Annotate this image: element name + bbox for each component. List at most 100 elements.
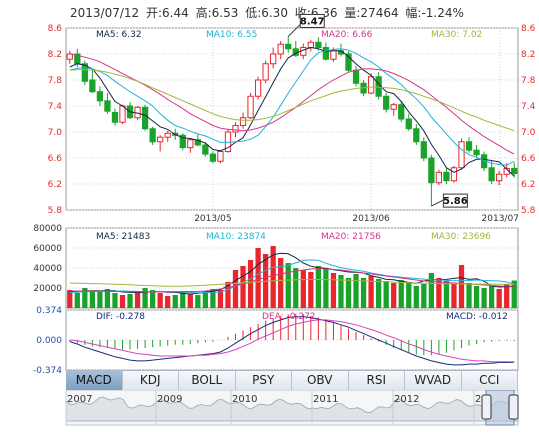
volume-bar [345, 278, 352, 308]
price-y-tick-right: 8.2 [521, 50, 535, 60]
price-y-tick-right: 7.8 [521, 76, 536, 86]
timeline-left-handle[interactable] [481, 394, 492, 420]
volume-bar [285, 263, 291, 308]
volume-y-tick: 60000 [33, 244, 62, 254]
candle-body [285, 43, 292, 50]
timeline-year-label: 2007 [67, 394, 92, 405]
candle-body [352, 69, 360, 84]
indicator-tabs: MACD KDJ BOLL PSY OBV RSI WVAD CCI [66, 370, 518, 390]
candle-body [270, 53, 277, 65]
volume-bar [104, 289, 111, 308]
volume-bar [210, 289, 216, 308]
tab-cci[interactable]: CCI [461, 371, 518, 390]
price-legend-ma30: MA30: 7.02 [431, 30, 482, 40]
price-y-tick-left: 7.8 [48, 76, 63, 86]
candle-body [450, 167, 458, 182]
volume-bar [488, 286, 495, 308]
volume-bar [270, 246, 276, 308]
candle-body [164, 132, 171, 138]
volume-bar [428, 273, 435, 308]
quote-low: 低:6.30 [245, 6, 288, 20]
price-x-tick: 2013/07 [482, 214, 519, 224]
tab-rsi[interactable]: RSI [348, 371, 405, 390]
low-callout-label: 5.86 [443, 196, 468, 207]
volume-bar [338, 275, 344, 308]
volume-ma30-line [69, 279, 515, 287]
macd-legend-macd: MACD: -0.012 [446, 312, 508, 322]
candle-body [66, 53, 73, 60]
volume-legend-ma20: MA20: 21756 [321, 232, 381, 242]
volume-bar [443, 281, 450, 308]
macd-legend-dif: DIF: -0.278 [96, 312, 145, 322]
timeline-year-label: 20 [475, 394, 488, 405]
quote-change: 幅:-1.24% [405, 6, 464, 20]
tab-kdj[interactable]: KDJ [122, 371, 179, 390]
candle-body [119, 105, 126, 123]
price-y-tick-right: 8.6 [521, 24, 536, 34]
price-legend-ma20: MA20: 6.66 [321, 30, 373, 40]
macd-y-tick: -0.374 [33, 366, 62, 376]
volume-bar [149, 290, 156, 308]
candle-body [262, 63, 269, 81]
candle-body [141, 106, 149, 130]
volume-bar [368, 276, 374, 308]
volume-bar [360, 278, 367, 308]
candle-body [428, 157, 435, 184]
candle-body [383, 95, 390, 110]
candle-body [104, 100, 111, 112]
volume-bar [157, 293, 163, 308]
price-x-tick: 2013/05 [194, 214, 231, 224]
volume-bar [466, 283, 472, 308]
tab-boll[interactable]: BOLL [179, 371, 236, 390]
volume-bar [300, 270, 306, 308]
volume-bar [225, 282, 231, 308]
price-y-tick-left: 8.2 [48, 50, 62, 60]
tab-wvad[interactable]: WVAD [405, 371, 462, 390]
volume-y-tick: 80000 [33, 224, 62, 234]
candle-body [179, 134, 186, 149]
candle-body [111, 112, 119, 123]
quote-open: 开:6.44 [146, 6, 189, 20]
volume-bar [119, 295, 126, 308]
volume-bar [187, 294, 193, 308]
macd-dif-line [69, 316, 515, 366]
volume-bar [172, 295, 178, 308]
high-callout-line [287, 24, 301, 37]
volume-bar [127, 294, 133, 308]
timeline-right-handle[interactable] [508, 394, 519, 420]
candle-body [496, 173, 503, 182]
volume-bar [232, 270, 239, 308]
volume-bar [473, 286, 480, 308]
candle-body [458, 141, 465, 169]
volume-legend-ma30: MA30: 23696 [431, 232, 491, 242]
quote-date: 2013/07/12 [70, 6, 140, 20]
candle-body [149, 128, 156, 143]
volume-legend-ma5: MA5: 21483 [96, 232, 150, 242]
volume-bar [67, 290, 73, 308]
high-callout-label: 8.47 [300, 16, 325, 27]
macd-y-tick: 0.000 [36, 336, 62, 346]
volume-y-tick: 40000 [33, 264, 62, 274]
tab-psy[interactable]: PSY [235, 371, 292, 390]
price-y-tick-right: 7.4 [521, 102, 536, 112]
tab-macd[interactable]: MACD [66, 371, 123, 390]
low-callout-line [431, 199, 444, 207]
volume-bar [134, 292, 141, 308]
price-y-tick-left: 5.8 [48, 206, 63, 216]
price-legend-ma10: MA10: 6.55 [206, 30, 257, 40]
candle-body [367, 76, 375, 94]
volume-bar [240, 266, 246, 308]
volume-bar [89, 291, 96, 308]
volume-bar [413, 286, 419, 308]
quote-header: 2013/07/12 开:6.44 高:6.53 低:6.30 收:6.36 量… [70, 4, 467, 21]
volume-bar [504, 284, 510, 308]
volume-bar [496, 289, 502, 308]
volume-legend-ma10: MA10: 23874 [206, 232, 266, 242]
volume-bar [180, 292, 186, 308]
candle-body [473, 149, 480, 156]
timeline-year-label: 2012 [394, 394, 419, 405]
candle-body [435, 171, 443, 184]
tab-obv[interactable]: OBV [292, 371, 349, 390]
price-ma10-line [69, 48, 515, 166]
